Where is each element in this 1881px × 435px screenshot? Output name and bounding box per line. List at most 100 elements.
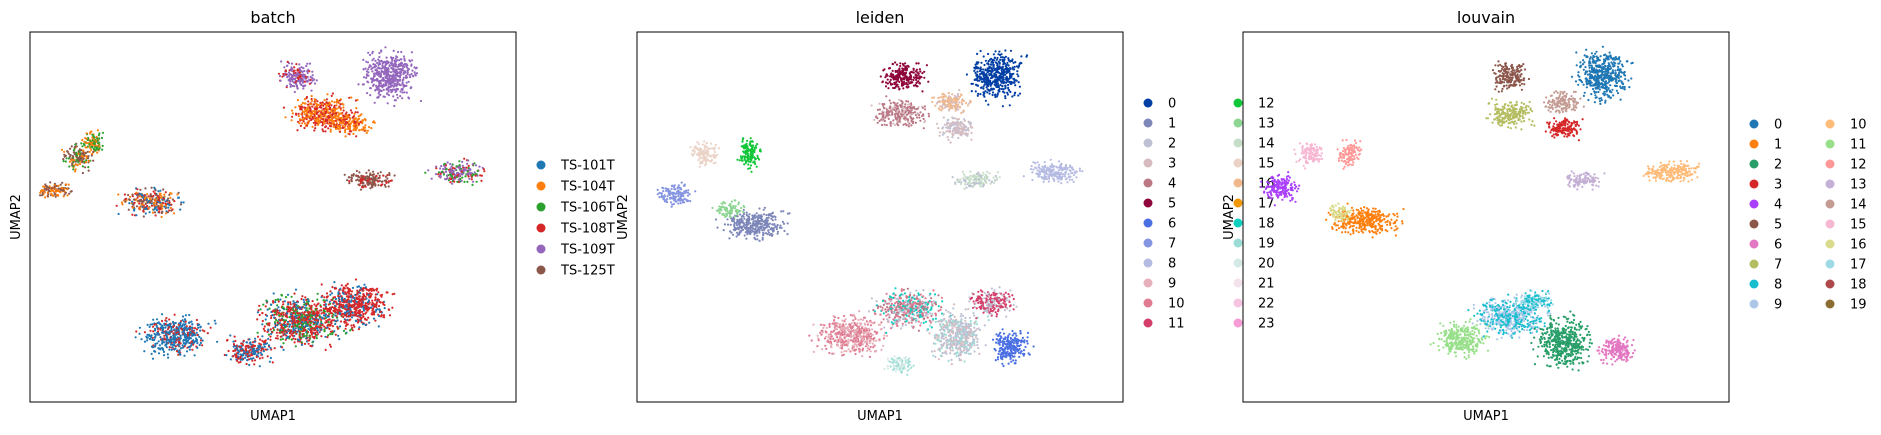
point-leiden-0 bbox=[993, 80, 997, 83]
point-batch-TS-101T bbox=[285, 336, 288, 340]
point-batch-TS-101T bbox=[351, 286, 355, 289]
point-batch-TS-108T bbox=[372, 305, 376, 308]
point-batch-TS-106T bbox=[83, 160, 86, 163]
point-leiden-5 bbox=[906, 83, 909, 86]
point-batch-TS-104T bbox=[327, 118, 330, 121]
point-batch-TS-101T bbox=[154, 333, 157, 336]
point-batch-TS-125T bbox=[53, 193, 56, 196]
point-batch-TS-108T bbox=[150, 204, 154, 207]
point-batch-TS-109T bbox=[473, 171, 476, 174]
point-batch-TS-108T bbox=[286, 306, 289, 309]
point-batch-TS-101T bbox=[143, 340, 147, 343]
point-batch-TS-108T bbox=[368, 288, 371, 291]
point-batch-TS-109T bbox=[403, 63, 406, 66]
point-batch-TS-125T bbox=[355, 169, 358, 173]
point-batch-TS-106T bbox=[80, 142, 83, 145]
point-batch-TS-108T bbox=[348, 96, 351, 99]
point-leiden-0 bbox=[965, 73, 969, 76]
point-batch-TS-106T bbox=[262, 303, 265, 306]
point-batch-TS-109T bbox=[395, 84, 398, 87]
point-batch-TS-109T bbox=[291, 80, 294, 83]
point-batch-TS-106T bbox=[297, 314, 300, 317]
point-batch-TS-108T bbox=[338, 99, 341, 102]
point-batch-TS-108T bbox=[346, 298, 349, 301]
point-batch-TS-108T bbox=[370, 303, 373, 306]
point-leiden-0 bbox=[982, 68, 985, 71]
point-batch-TS-108T bbox=[289, 330, 292, 333]
point-batch-TS-101T bbox=[162, 331, 165, 335]
point-batch-TS-109T bbox=[430, 177, 433, 180]
point-batch-TS-109T bbox=[411, 59, 414, 62]
point-batch-TS-101T bbox=[225, 354, 228, 357]
point-batch-TS-109T bbox=[376, 88, 379, 91]
point-batch-TS-101T bbox=[199, 329, 202, 332]
point-batch-TS-109T bbox=[387, 78, 390, 81]
point-batch-TS-108T bbox=[312, 313, 316, 316]
point-batch-TS-125T bbox=[371, 186, 374, 189]
point-batch-TS-104T bbox=[172, 212, 176, 215]
point-batch-TS-108T bbox=[282, 106, 285, 109]
point-batch-TS-101T bbox=[198, 335, 201, 338]
point-batch-TS-108T bbox=[323, 325, 326, 328]
point-batch-TS-108T bbox=[323, 312, 326, 315]
point-batch-TS-101T bbox=[316, 329, 319, 332]
point-batch-TS-125T bbox=[87, 155, 90, 158]
point-batch-TS-109T bbox=[377, 71, 380, 74]
point-batch-TS-108T bbox=[312, 103, 315, 106]
point-batch-TS-125T bbox=[366, 182, 369, 185]
point-batch-TS-108T bbox=[244, 345, 247, 348]
point-batch-TS-101T bbox=[264, 318, 267, 321]
point-batch-TS-108T bbox=[453, 180, 456, 183]
point-leiden-5 bbox=[907, 85, 910, 88]
point-batch-TS-101T bbox=[337, 297, 340, 300]
point-batch-TS-109T bbox=[377, 63, 380, 66]
point-leiden-0 bbox=[994, 61, 997, 64]
point-batch-TS-101T bbox=[257, 348, 260, 351]
point-batch-TS-109T bbox=[458, 165, 462, 168]
point-leiden-5 bbox=[884, 81, 888, 84]
point-batch-TS-109T bbox=[442, 168, 445, 171]
point-batch-TS-101T bbox=[174, 338, 177, 341]
point-batch-TS-109T bbox=[462, 170, 465, 173]
point-batch-TS-101T bbox=[155, 318, 159, 321]
point-batch-TS-109T bbox=[378, 55, 381, 59]
point-batch-TS-106T bbox=[331, 332, 334, 335]
point-batch-TS-101T bbox=[185, 350, 189, 353]
point-batch-TS-108T bbox=[309, 306, 312, 309]
point-batch-TS-108T bbox=[348, 113, 351, 117]
point-batch-TS-108T bbox=[328, 116, 331, 119]
point-batch-TS-108T bbox=[233, 335, 236, 338]
point-batch-TS-106T bbox=[475, 180, 478, 183]
point-batch-TS-109T bbox=[382, 72, 386, 75]
point-batch-TS-101T bbox=[267, 337, 270, 340]
point-batch-TS-108T bbox=[313, 329, 316, 332]
point-batch-TS-108T bbox=[280, 326, 283, 329]
point-batch-TS-108T bbox=[238, 345, 241, 348]
point-leiden-5 bbox=[905, 67, 908, 70]
point-batch-TS-101T bbox=[188, 313, 191, 317]
point-batch-TS-104T bbox=[314, 109, 317, 112]
point-batch-TS-101T bbox=[356, 285, 359, 288]
point-leiden-0 bbox=[987, 62, 990, 65]
point-batch-TS-108T bbox=[318, 106, 321, 109]
point-batch-TS-104T bbox=[98, 145, 101, 148]
point-batch-TS-101T bbox=[243, 350, 246, 354]
point-batch-TS-108T bbox=[167, 326, 170, 329]
point-batch-TS-101T bbox=[173, 328, 176, 331]
point-batch-TS-104T bbox=[329, 128, 332, 131]
point-batch-TS-109T bbox=[396, 96, 399, 99]
point-batch-TS-109T bbox=[397, 68, 400, 71]
point-batch-TS-108T bbox=[133, 201, 136, 204]
point-batch-TS-109T bbox=[287, 71, 291, 74]
point-batch-TS-101T bbox=[333, 330, 336, 333]
point-batch-TS-106T bbox=[285, 308, 288, 311]
point-batch-TS-108T bbox=[263, 325, 266, 328]
point-batch-TS-108T bbox=[364, 185, 367, 188]
point-batch-TS-104T bbox=[161, 204, 164, 207]
point-batch-TS-104T bbox=[344, 125, 347, 128]
point-batch-TS-104T bbox=[315, 118, 319, 121]
point-batch-TS-109T bbox=[410, 63, 413, 66]
point-batch-TS-108T bbox=[146, 204, 149, 208]
point-batch-TS-109T bbox=[389, 88, 392, 91]
point-batch-TS-108T bbox=[330, 312, 333, 315]
